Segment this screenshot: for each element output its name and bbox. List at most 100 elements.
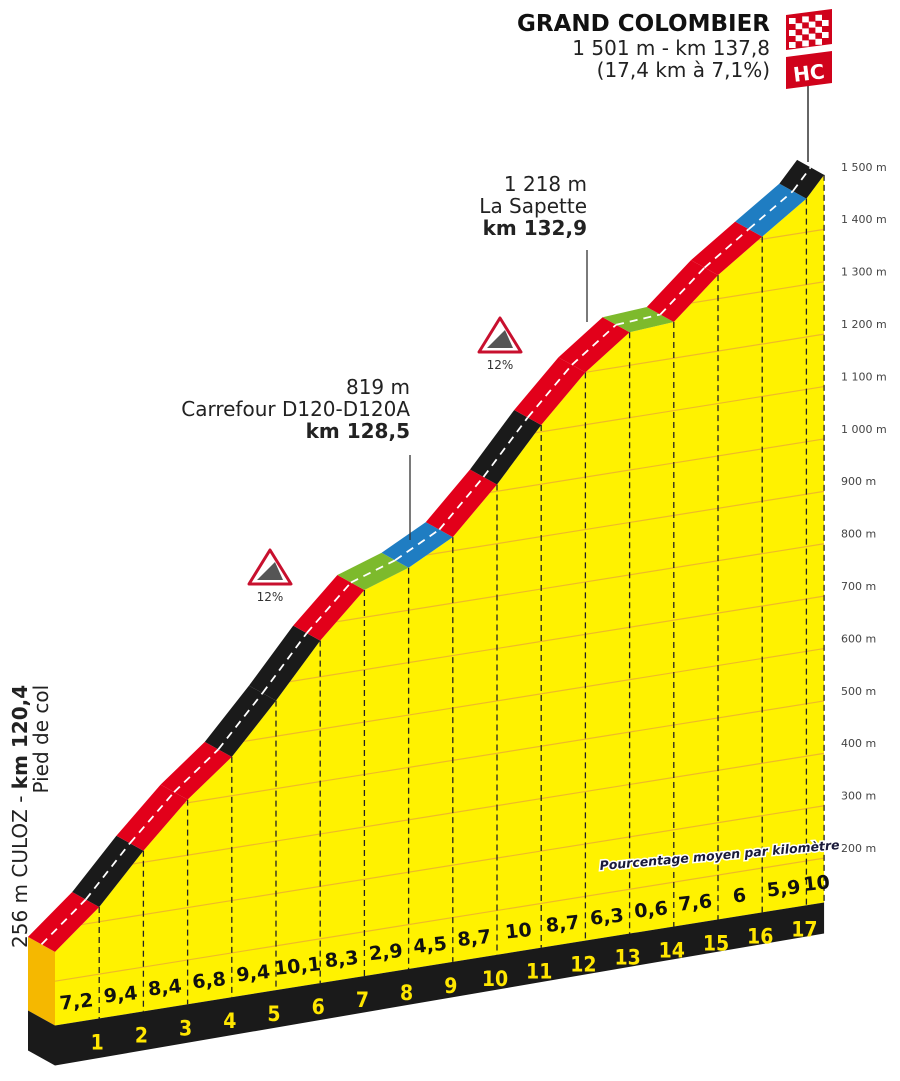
km-label: 10	[482, 967, 508, 991]
distance-base-band	[28, 902, 825, 1066]
waypoint-km: km 128,5	[305, 419, 410, 443]
profile-area	[55, 174, 825, 1026]
gradient-label: 7,6	[677, 890, 713, 915]
checker	[802, 28, 809, 35]
start-note: Pied de col	[29, 684, 53, 794]
y-tick-label: 300 m	[841, 790, 876, 803]
checker	[795, 23, 803, 30]
gradient-label: 6,8	[191, 968, 227, 993]
road-centerline	[40, 898, 87, 945]
y-tick-label: 900 m	[841, 475, 876, 488]
gridline	[55, 805, 825, 930]
gridline	[55, 752, 825, 877]
gradient-label: 10,1	[273, 953, 322, 980]
gridline	[55, 857, 825, 982]
road-centerline	[173, 748, 219, 793]
gradient-label: 10	[802, 871, 831, 896]
road-centerline	[659, 267, 706, 316]
warning-label: 12%	[487, 358, 514, 372]
checker	[789, 18, 796, 24]
road-centerline	[261, 632, 308, 694]
y-tick-label: 1 300 m	[841, 266, 887, 279]
waypoint-altitude: 819 m	[345, 375, 410, 399]
gradient-label: 4,5	[412, 933, 448, 958]
gradient-label: 8,7	[456, 926, 492, 951]
summit-detail: 1 501 m - km 137,8	[572, 36, 770, 61]
gradient-label: 9,4	[235, 961, 271, 986]
sign-slope	[257, 562, 283, 580]
start-place: 256 m CULOZ -	[8, 789, 32, 948]
start-label: 256 m CULOZ - km 120,4 Pied de col	[8, 684, 53, 948]
waypoint-carrefour: 819 m Carrefour D120-D120A km 128,5	[181, 376, 410, 442]
profile-side-face	[28, 936, 55, 1026]
road-centerline	[571, 324, 617, 366]
checker	[795, 35, 803, 42]
gradient-label: 9,4	[103, 982, 139, 1007]
road-centerline	[482, 416, 529, 478]
km-label: 12	[570, 953, 596, 977]
waypoint-altitude: 1 218 m	[503, 172, 587, 196]
y-tick-label: 200 m	[841, 842, 876, 855]
gradient-label: 10	[504, 919, 533, 944]
road-segment	[249, 625, 321, 701]
waypoint-km: km 132,9	[482, 216, 587, 240]
y-tick-label: 1 500 m	[841, 161, 887, 174]
road-centerline	[84, 842, 131, 901]
km-label: 5	[267, 1002, 280, 1026]
gradient-label: 5,9	[766, 876, 802, 901]
km-label: 16	[747, 924, 773, 948]
km-label: 11	[526, 960, 552, 984]
category-flag	[786, 51, 832, 89]
km-label: 14	[659, 939, 685, 963]
km-label: 2	[135, 1023, 148, 1047]
road-centerline	[394, 528, 440, 562]
y-tick-label: 1 000 m	[841, 423, 887, 436]
road-centerline	[129, 791, 175, 844]
gradient-label: 6,3	[589, 904, 625, 929]
gradient-label: 7,2	[59, 989, 95, 1014]
summit-label: GRAND COLOMBIER 1 501 m - km 137,8 (17,4…	[517, 11, 770, 83]
checker	[802, 40, 809, 47]
road-centerline	[792, 166, 812, 192]
gradient-label: 8,4	[147, 975, 183, 1000]
km-label: 4	[223, 1009, 236, 1033]
road-centerline	[703, 228, 750, 269]
road-centerline	[217, 692, 264, 750]
road-centerline	[527, 364, 573, 419]
y-tick-label: 1 100 m	[841, 370, 887, 383]
road-centerline	[438, 476, 485, 531]
checker	[808, 21, 816, 28]
checker	[815, 26, 822, 33]
km-label: 13	[614, 946, 640, 970]
y-tick-label: 500 m	[841, 685, 876, 698]
category-label: HC	[792, 59, 826, 87]
y-tick-label: 1 200 m	[841, 318, 887, 331]
gradient-label: 2,9	[368, 940, 404, 965]
summit-name: GRAND COLOMBIER	[517, 11, 770, 37]
road-centerline	[615, 313, 661, 326]
km-label: 7	[356, 988, 369, 1012]
y-tick-label: 700 m	[841, 580, 876, 593]
checker	[808, 33, 816, 40]
km-label: 9	[444, 974, 457, 998]
warning-label: 12%	[257, 590, 284, 604]
checker	[815, 14, 822, 21]
sign-slope	[487, 330, 513, 348]
gradient-label: 6	[732, 884, 747, 907]
km-label: 15	[703, 931, 729, 955]
summit-climb: (17,4 km à 7,1%)	[596, 58, 770, 83]
waypoint-la-sapette: 1 218 m La Sapette km 132,9	[479, 173, 587, 239]
km-label: 3	[179, 1016, 192, 1040]
hc-summit-flag-icon: HC	[786, 9, 832, 162]
checker	[815, 38, 822, 45]
km-label: 8	[400, 981, 413, 1005]
y-tick-label: 400 m	[841, 737, 876, 750]
road-segment	[602, 307, 674, 333]
y-tick-label: 800 m	[841, 528, 876, 541]
km-label: 17	[791, 917, 817, 941]
y-tick-label: 1 400 m	[841, 213, 887, 226]
steep-gradient-sign-icon	[247, 548, 293, 586]
road-centerline	[306, 581, 352, 634]
waypoint-name: La Sapette	[479, 194, 587, 218]
checker	[822, 20, 829, 26]
